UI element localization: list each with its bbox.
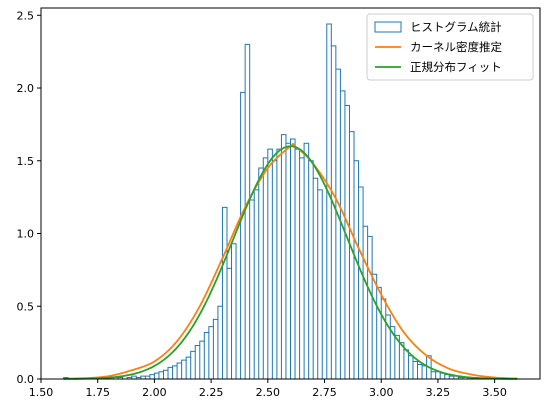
y-tick-label: 0.5 — [17, 300, 35, 313]
legend-box — [366, 13, 534, 81]
x-tick-label: 3.25 — [426, 386, 451, 399]
x-tick-label: 2.25 — [199, 386, 224, 399]
x-tick-label: 3.00 — [369, 386, 394, 399]
legend-label: カーネル密度推定 — [410, 40, 502, 54]
normal-fit-line — [63, 145, 518, 380]
y-tick-label: 1.5 — [17, 155, 35, 168]
x-tick-label: 2.50 — [256, 386, 281, 399]
kde-line — [63, 142, 518, 380]
x-tick-label: 3.50 — [482, 386, 507, 399]
y-tick-label: 2.5 — [17, 9, 35, 22]
y-tick-label: 0.0 — [17, 373, 35, 386]
x-tick-label: 1.75 — [85, 386, 110, 399]
x-tick-label: 1.50 — [29, 386, 54, 399]
plot-area — [63, 23, 518, 380]
legend-label: ヒストグラム統計 — [410, 20, 502, 34]
axes-frame — [40, 7, 541, 380]
y-tick-label: 2.0 — [17, 82, 35, 95]
legend-label: 正規分布フィット — [410, 60, 502, 74]
x-tick-label: 2.00 — [142, 386, 167, 399]
legend-histogram-swatch — [374, 21, 402, 33]
x-tick-label: 2.75 — [312, 386, 337, 399]
y-tick-label: 1.0 — [17, 228, 35, 241]
axes: 1.50 1.75 2.00 2.25 2.50 2.75 3.00 3.25 3.50 0.0 0… — [17, 7, 541, 399]
